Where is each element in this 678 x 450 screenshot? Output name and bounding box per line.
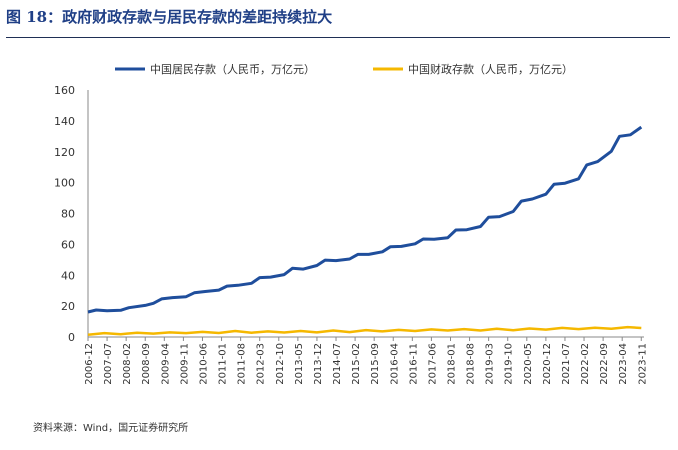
y-tick-label: 80: [61, 208, 75, 221]
y-tick-label: 0: [68, 331, 75, 344]
x-tick-label: 2011-08: [237, 343, 248, 385]
y-tick-label: 100: [54, 177, 75, 190]
x-tick-label: 2019-03: [485, 343, 496, 385]
y-tick-label: 40: [61, 269, 75, 282]
x-tick-label: 2016-11: [408, 343, 419, 385]
x-tick-label: 2016-04: [389, 343, 400, 385]
y-tick-label: 160: [54, 84, 75, 97]
x-tick-label: 2021-07: [561, 343, 572, 385]
x-tick-label: 2008-09: [141, 343, 152, 385]
x-tick-label: 2013-12: [313, 343, 324, 385]
x-tick-label: 2018-08: [466, 343, 477, 385]
y-tick-label: 60: [61, 238, 75, 251]
x-tick-label: 2006-12: [84, 343, 95, 385]
x-tick-label: 2015-09: [370, 343, 381, 385]
x-tick-label: 2018-01: [446, 343, 457, 385]
legend-label-household: 中国居民存款（人民币，万亿元）: [150, 62, 315, 76]
x-tick-label: 2013-05: [294, 343, 305, 385]
x-ticks: 2006-12 2007-07 2008-02 2008-09 2009-04 2009-…: [84, 337, 648, 385]
x-tick-label: 2009-04: [160, 343, 171, 385]
y-tick-label: 120: [54, 146, 75, 159]
x-tick-label: 2020-12: [542, 343, 553, 385]
x-tick-label: 2022-02: [580, 343, 591, 385]
x-tick-label: 2007-07: [103, 343, 114, 385]
series-layer: [87, 125, 643, 337]
y-tick-label: 20: [61, 300, 75, 313]
y-ticks: 0 20 40 60 80 100 120 140 160: [54, 84, 75, 344]
series-line-fiscal-deposits: [87, 325, 642, 337]
series-line-household-deposits: [87, 125, 643, 314]
line-chart: 中国居民存款（人民币，万亿元） 中国财政存款（人民币，万亿元） 0 20 40 60 8…: [54, 62, 648, 385]
y-tick-label: 140: [54, 115, 75, 128]
x-tick-label: 2015-02: [351, 343, 362, 385]
title-rule: [6, 37, 670, 38]
x-tick-label: 2012-10: [275, 343, 286, 385]
x-tick-label: 2014-07: [332, 343, 343, 385]
x-tick-label: 2017-06: [427, 343, 438, 385]
axes: [87, 90, 644, 338]
figure-title: 图 18：政府财政存款与居民存款的差距持续拉大: [6, 8, 333, 26]
source-note: 资料来源：Wind，国元证券研究所: [33, 423, 189, 434]
x-tick-label: 2020-05: [523, 343, 534, 385]
legend-label-fiscal: 中国财政存款（人民币，万亿元）: [408, 62, 573, 76]
x-tick-label: 2023-11: [637, 343, 648, 385]
x-tick-label: 2012-03: [256, 343, 267, 385]
x-tick-label: 2010-06: [198, 343, 209, 385]
legend: 中国居民存款（人民币，万亿元） 中国财政存款（人民币，万亿元）: [115, 62, 573, 76]
x-tick-label: 2022-09: [599, 343, 610, 385]
x-tick-label: 2019-10: [504, 343, 515, 385]
x-tick-label: 2009-11: [179, 343, 190, 385]
x-tick-label: 2023-04: [618, 343, 629, 385]
x-tick-label: 2011-01: [218, 343, 229, 385]
x-tick-label: 2008-02: [122, 343, 133, 385]
